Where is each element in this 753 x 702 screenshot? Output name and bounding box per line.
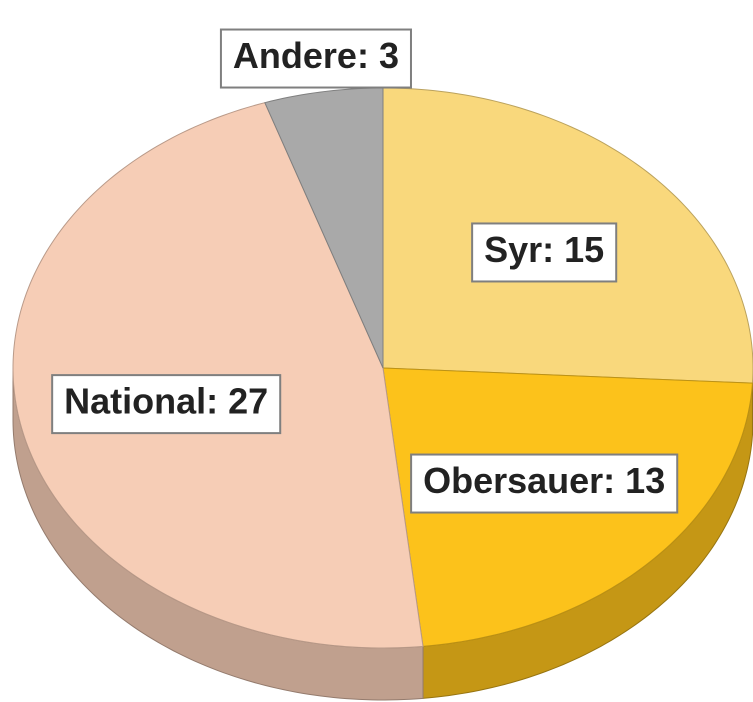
label-box xyxy=(471,222,618,283)
label-text: Andere: 3 xyxy=(233,35,399,76)
label-text: National: 27 xyxy=(64,381,268,422)
label-box xyxy=(410,453,679,514)
data-label: Obersauer: 13 xyxy=(410,453,679,514)
data-label: Syr: 15 xyxy=(471,222,618,283)
data-label: National: 27 xyxy=(51,374,282,435)
label-text: Syr: 15 xyxy=(484,229,604,270)
label-box xyxy=(219,28,412,89)
label-box xyxy=(51,374,282,435)
label-text: Obersauer: 13 xyxy=(423,460,665,501)
data-label: Andere: 3 xyxy=(219,28,412,89)
